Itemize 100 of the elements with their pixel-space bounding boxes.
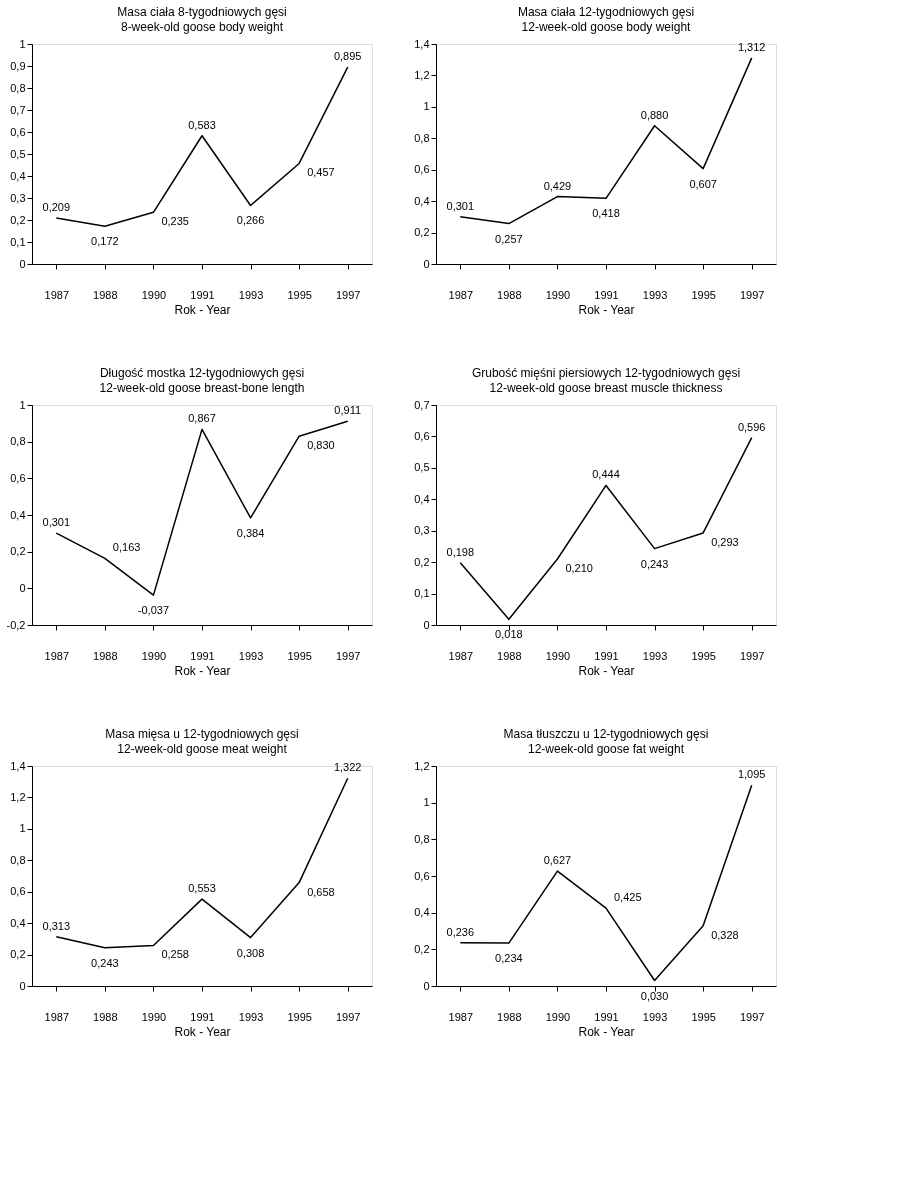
y-tick-label: 0,1 <box>414 587 430 600</box>
data-label: 0,266 <box>236 214 265 227</box>
y-tick-label: 0,6 <box>414 869 430 882</box>
data-label: 0,243 <box>91 956 119 969</box>
data-label: 0,830 <box>307 439 335 452</box>
x-tick-label: 1987 <box>44 1010 70 1023</box>
x-tick-label: 1997 <box>335 649 361 662</box>
data-label: 0,425 <box>614 891 642 904</box>
y-tick-label: 0,9 <box>10 59 26 72</box>
chart-title: Masa mięsa u 12-tygodniowych gęsi <box>105 727 299 741</box>
data-label: 0,209 <box>42 201 71 214</box>
data-label: 0,172 <box>91 235 119 248</box>
data-label: 0,867 <box>188 412 216 425</box>
data-label: 0,596 <box>737 420 766 433</box>
x-tick-label: 1993 <box>642 288 668 301</box>
y-tick-label: -0,2 <box>6 618 26 631</box>
y-tick-label: 0,4 <box>414 906 430 919</box>
y-tick-label: 0,4 <box>10 916 26 929</box>
x-tick-label: 1987 <box>448 1010 474 1023</box>
x-axis-title: Rok - Year <box>578 1024 635 1039</box>
x-axis-title: Rok - Year <box>174 302 231 317</box>
y-tick-label: 0,6 <box>414 429 430 442</box>
x-tick-label: 1997 <box>739 1010 765 1023</box>
x-tick-label: 1987 <box>448 649 474 662</box>
y-tick-label: 0,4 <box>10 169 26 182</box>
data-label: 0,583 <box>188 118 216 131</box>
x-tick-label: 1991 <box>594 1010 619 1023</box>
y-tick-label: 0 <box>19 979 26 992</box>
x-tick-label: 1991 <box>190 288 215 301</box>
data-label: 0,210 <box>565 562 593 574</box>
chart-subtitle: 12-week-old goose breast muscle thickness <box>489 381 723 395</box>
data-label: 0,030 <box>640 989 669 1002</box>
y-tick-label: 0,6 <box>10 885 26 898</box>
x-tick-label: 1987 <box>44 649 70 662</box>
data-label: -0,037 <box>137 604 170 617</box>
y-tick-label: 0,4 <box>10 508 26 521</box>
x-tick-label: 1995 <box>287 1010 312 1023</box>
chart-title: Masa tłuszczu u 12-tygodniowych gęsi <box>503 727 709 741</box>
x-tick-label: 1991 <box>190 649 215 662</box>
x-tick-label: 1995 <box>287 288 312 301</box>
chart-subtitle: 12-week-old goose fat weight <box>527 742 685 756</box>
data-label: 0,627 <box>543 854 572 867</box>
x-tick-label: 1993 <box>238 288 264 301</box>
x-tick-label: 1995 <box>287 649 312 662</box>
data-label: 0,308 <box>236 946 265 959</box>
chart-subtitle: 12-week-old goose body weight <box>521 20 692 34</box>
x-tick-label: 1993 <box>238 649 264 662</box>
data-label: 0,328 <box>711 928 739 941</box>
data-label: 0,911 <box>334 404 362 417</box>
x-tick-label: 1995 <box>691 1010 716 1023</box>
data-label: 0,301 <box>42 516 71 529</box>
y-tick-label: 0,5 <box>414 461 430 474</box>
y-tick-label: 0,4 <box>414 492 430 505</box>
data-label: 0,243 <box>640 557 669 570</box>
data-label: 0,301 <box>446 199 475 212</box>
chart-title: Długość mostka 12-tygodniowych gęsi <box>99 366 305 380</box>
x-tick-label: 1988 <box>93 1010 118 1023</box>
chart-title: Masa ciała 12-tygodniowych gęsi <box>517 5 695 19</box>
x-tick-label: 1988 <box>93 288 118 301</box>
x-tick-label: 1990 <box>141 288 167 301</box>
y-tick-label: 1,4 <box>414 37 430 50</box>
y-tick-label: 1 <box>423 100 430 113</box>
data-label: 1,095 <box>737 768 766 781</box>
chart-subtitle: 12-week-old goose meat weight <box>117 742 288 756</box>
data-label: 0,658 <box>307 885 335 898</box>
y-tick-label: 1 <box>19 822 26 835</box>
data-label: 1,312 <box>737 40 766 53</box>
y-tick-label: 0,4 <box>414 194 430 207</box>
x-tick-label: 1991 <box>190 1010 215 1023</box>
x-tick-label: 1990 <box>545 649 571 662</box>
x-tick-label: 1987 <box>44 288 70 301</box>
y-tick-label: 0,8 <box>414 832 430 845</box>
x-tick-label: 1987 <box>448 288 474 301</box>
x-tick-label: 1995 <box>691 649 716 662</box>
data-label: 0,235 <box>161 215 189 228</box>
y-tick-label: 1,4 <box>10 759 26 772</box>
data-label: 0,444 <box>592 468 620 481</box>
x-tick-label: 1990 <box>141 649 167 662</box>
y-tick-label: 0,8 <box>10 81 26 94</box>
x-tick-label: 1988 <box>93 649 118 662</box>
data-label: 0,880 <box>640 108 669 121</box>
y-tick-label: 1 <box>19 398 26 411</box>
y-tick-label: 0,7 <box>414 398 430 411</box>
x-axis-title: Rok - Year <box>578 663 635 678</box>
x-tick-label: 1995 <box>691 288 716 301</box>
x-tick-label: 1993 <box>642 649 668 662</box>
x-tick-label: 1988 <box>497 1010 522 1023</box>
y-tick-label: 0 <box>423 979 430 992</box>
y-tick-label: 1,2 <box>414 68 430 81</box>
data-label: 0,384 <box>236 526 265 539</box>
y-tick-label: 0,2 <box>414 555 430 568</box>
x-tick-label: 1997 <box>335 288 361 301</box>
y-tick-label: 0,8 <box>414 131 430 144</box>
y-tick-label: 0,2 <box>10 948 26 961</box>
y-tick-label: 0 <box>19 257 26 270</box>
chart-title: Masa ciała 8-tygodniowych gęsi <box>117 5 287 19</box>
y-tick-label: 0,2 <box>10 213 26 226</box>
data-label: 0,457 <box>307 166 335 179</box>
x-tick-label: 1993 <box>642 1010 668 1023</box>
y-tick-label: 0,8 <box>10 435 26 448</box>
